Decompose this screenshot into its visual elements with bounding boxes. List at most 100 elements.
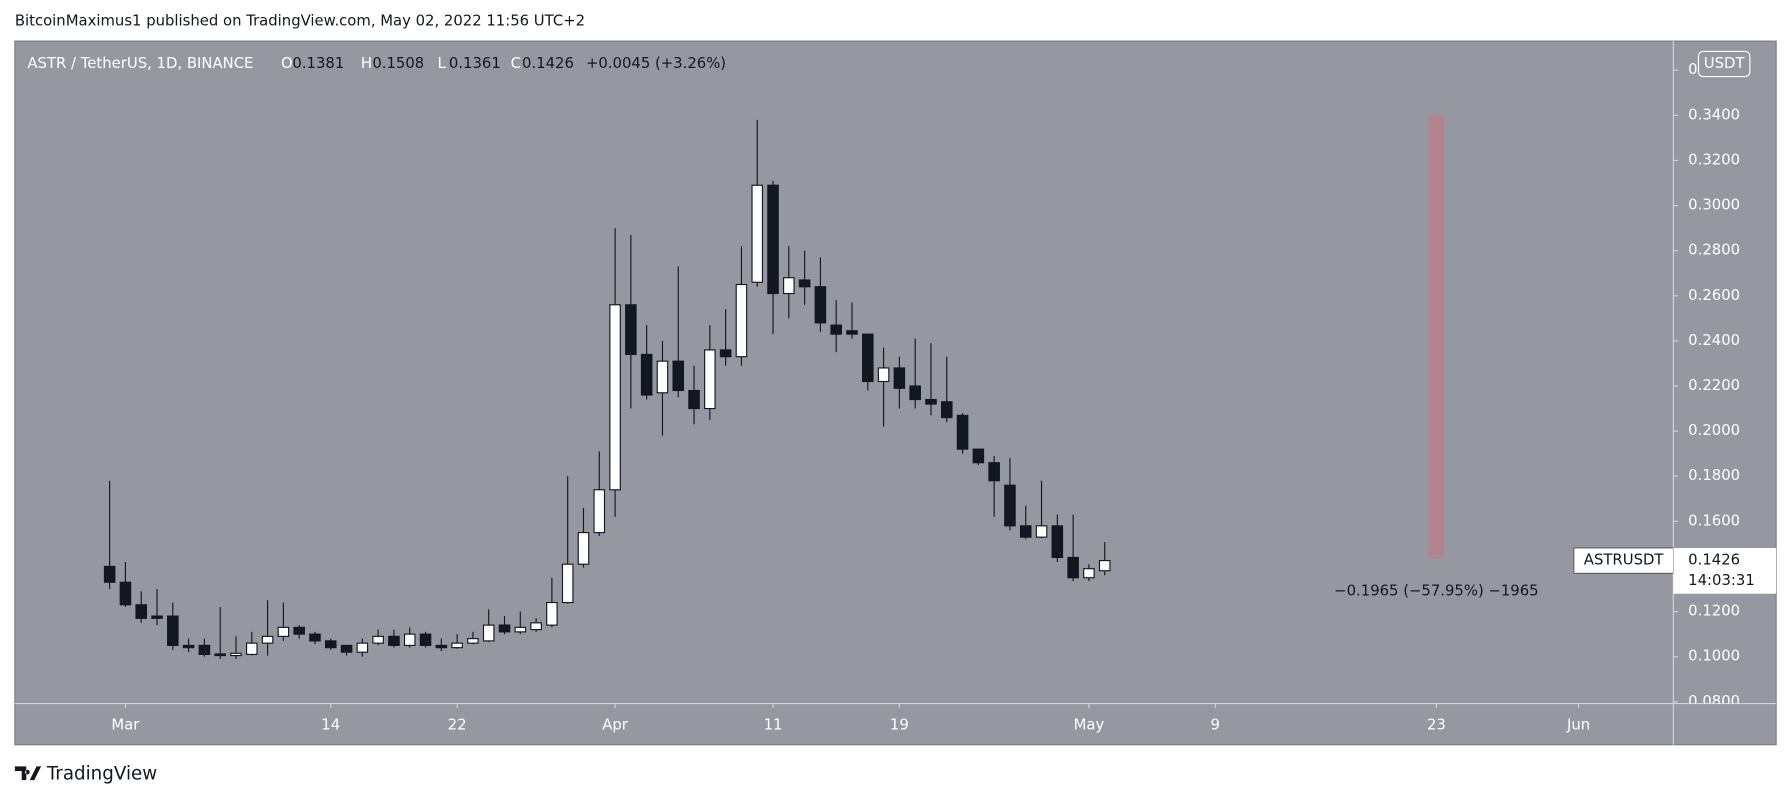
- candle-body: [182, 644, 195, 649]
- candle-body: [561, 563, 574, 604]
- change: +0.0045 (+3.26%): [586, 55, 726, 72]
- candle-body: [1004, 484, 1016, 527]
- candle-body: [277, 626, 290, 637]
- candle-body: [514, 626, 527, 633]
- symbol-label: ASTRUSDT: [1584, 552, 1665, 569]
- candle-body: [1035, 525, 1048, 538]
- candle-body: [1083, 568, 1095, 579]
- candle-body: [625, 304, 637, 355]
- candle-body: [656, 360, 669, 394]
- candle-body: [972, 448, 985, 464]
- candle-body: [103, 565, 116, 583]
- candle-body: [356, 642, 369, 653]
- candle-body: [988, 462, 1000, 482]
- currency-badge: [1697, 50, 1751, 78]
- chart-title: ASTR / TetherUS, 1D, BINANCE: [27, 55, 253, 72]
- y-tick-label: 0.2000: [1688, 422, 1740, 439]
- candle-body: [1098, 560, 1111, 572]
- candle-body: [956, 414, 969, 450]
- candle-body: [419, 633, 432, 646]
- ohlc-value: 0.1381: [292, 55, 344, 72]
- candle-body: [925, 398, 937, 405]
- y-tick-label: 0.1200: [1688, 603, 1740, 620]
- candle-body: [309, 633, 321, 642]
- ohlc-value: 0.1426: [522, 55, 574, 72]
- y-tick-label: 0.3200: [1688, 151, 1740, 168]
- candle-body: [814, 286, 827, 324]
- x-tick-label: 22: [448, 716, 467, 733]
- x-tick-label: 23: [1427, 716, 1446, 733]
- y-tick-label: 0.3000: [1688, 197, 1740, 214]
- brand-logo: TradingView: [14, 763, 157, 784]
- candle-body: [119, 581, 132, 606]
- currency-label: USDT: [1704, 55, 1746, 72]
- price-badge: [1673, 548, 1777, 594]
- ohlc-key: O: [281, 55, 293, 72]
- candle-body: [719, 349, 732, 358]
- candle-body: [482, 624, 495, 642]
- candle-body: [261, 635, 274, 644]
- candle-body: [846, 330, 858, 335]
- candle-body: [324, 640, 337, 649]
- y-tick-label: 0.1800: [1688, 467, 1740, 484]
- candle-body: [451, 642, 463, 649]
- candle-body: [230, 652, 242, 657]
- x-tick-label: Jun: [1566, 716, 1590, 733]
- logo-icon: [14, 766, 42, 781]
- candle-body: [293, 626, 305, 635]
- candle-body: [546, 601, 558, 626]
- candle-body: [214, 653, 226, 657]
- candle-body: [1019, 525, 1032, 538]
- candle-body: [246, 642, 258, 655]
- ohlc-key: C: [511, 55, 521, 72]
- candle-body: [877, 367, 890, 383]
- candle-body: [593, 489, 606, 534]
- candle-body: [940, 401, 953, 419]
- candle-body: [372, 635, 384, 644]
- measure-range: [1428, 115, 1445, 559]
- candle-body: [198, 644, 211, 655]
- y-tick-label: 0.2200: [1688, 377, 1740, 394]
- candles: [103, 115, 1445, 659]
- candle-body: [403, 633, 416, 646]
- candle-body: [830, 324, 842, 335]
- candle-body: [467, 638, 479, 644]
- x-tick-label: 11: [764, 716, 783, 733]
- x-tick-label: Mar: [111, 716, 140, 733]
- ohlc-value: 0.1361: [449, 55, 501, 72]
- ohlc-key: H: [361, 55, 372, 72]
- candle-body: [735, 283, 748, 358]
- last-price: 0.1426: [1688, 552, 1740, 569]
- candle-body: [340, 644, 353, 653]
- candle-body: [640, 353, 653, 396]
- candle-body: [1067, 556, 1079, 579]
- y-tick-label: 0.2400: [1688, 332, 1740, 349]
- publisher-line: BitcoinMaximus1 published on TradingView…: [15, 13, 585, 30]
- candle-body: [862, 333, 874, 383]
- candle-body: [135, 604, 148, 619]
- candle-body: [388, 635, 400, 646]
- candle-body: [893, 367, 906, 389]
- y-tick-label: 0.1600: [1688, 512, 1740, 529]
- y-tick-label: 0.2800: [1688, 242, 1740, 259]
- countdown: 14:03:31: [1688, 572, 1755, 589]
- ohlc-value: 0.1508: [372, 55, 424, 72]
- y-tick-label: 0.2600: [1688, 287, 1740, 304]
- candle-body: [530, 622, 542, 631]
- x-tick-label: 9: [1211, 716, 1220, 733]
- candle-body: [751, 184, 764, 283]
- candle-body: [909, 385, 921, 401]
- x-tick-label: 19: [890, 716, 909, 733]
- candle-body: [435, 644, 448, 649]
- ohlc-key: L: [437, 55, 446, 72]
- candle-body: [609, 304, 621, 491]
- candle-body: [704, 349, 716, 410]
- brand-name: TradingView: [46, 763, 157, 784]
- candle-body: [688, 389, 700, 410]
- x-tick-label: Apr: [602, 716, 629, 733]
- chart-panel: [14, 40, 1777, 746]
- candle-body: [151, 615, 163, 619]
- candle-body: [672, 360, 685, 392]
